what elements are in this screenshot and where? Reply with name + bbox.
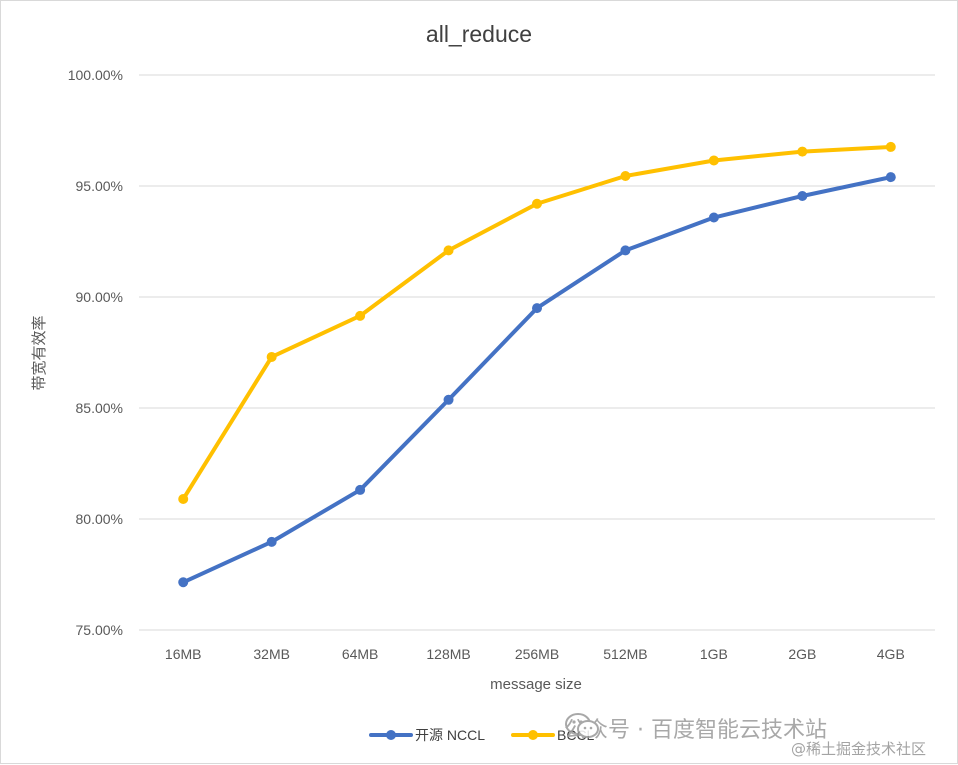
watermark-sub: @稀土掘金技术社区 [791,740,927,758]
data-point [797,146,808,157]
data-point [178,494,189,505]
x-tick-label: 1GB [700,646,728,662]
data-point [355,310,366,321]
data-point [178,577,189,588]
data-point [620,245,631,256]
x-tick-label: 512MB [603,646,647,662]
y-axis-title: 带宽有效率 [31,315,48,390]
data-point [443,245,454,256]
x-tick-label: 256MB [515,646,559,662]
series-nccl [178,172,896,588]
legend-marker [386,730,396,740]
y-tick-label: 85.00% [76,400,123,416]
data-point [708,212,719,223]
x-axis-title: message size [490,676,582,693]
series-line [181,175,893,585]
data-point [885,141,896,152]
watermark-main-text: 公众号 · 百度智能云技术站 [564,718,827,743]
series-group [178,141,896,588]
y-tick-label: 75.00% [76,622,123,638]
chart-title: all_reduce [426,21,532,47]
y-tick-label: 100.00% [68,67,123,83]
legend-marker [528,730,538,740]
data-point [797,190,808,201]
x-tick-label: 128MB [426,646,470,662]
y-tick-label: 90.00% [76,289,123,305]
y-tick-labels: 75.00% 80.00% 85.00% 90.00% 95.00% 100.00% [68,67,123,638]
x-tick-label: 2GB [788,646,816,662]
data-point [885,172,896,183]
data-point [443,394,454,405]
data-point [708,155,719,166]
data-point [355,484,366,495]
x-tick-label: 16MB [165,646,202,662]
data-point [266,536,277,547]
data-point [532,198,542,209]
gridlines [139,74,935,631]
x-tick-label: 64MB [342,646,379,662]
wechat-icon [565,713,599,738]
data-point [532,303,542,314]
x-tick-label: 4GB [877,646,905,662]
legend-label: 开源 NCCL [415,727,485,743]
series-bccl [178,141,896,505]
watermark-main: 公众号 · 百度智能云技术站 [564,712,827,744]
y-tick-label: 95.00% [76,178,123,194]
x-tick-label: 32MB [253,646,290,662]
x-tick-labels: 16MB 32MB 64MB 128MB 256MB 512MB 1GB 2GB 4GB [165,646,905,662]
data-point [266,351,277,362]
data-point [620,171,631,182]
legend: 开源 NCCL BCCL [369,727,595,743]
y-tick-label: 80.00% [76,511,123,527]
